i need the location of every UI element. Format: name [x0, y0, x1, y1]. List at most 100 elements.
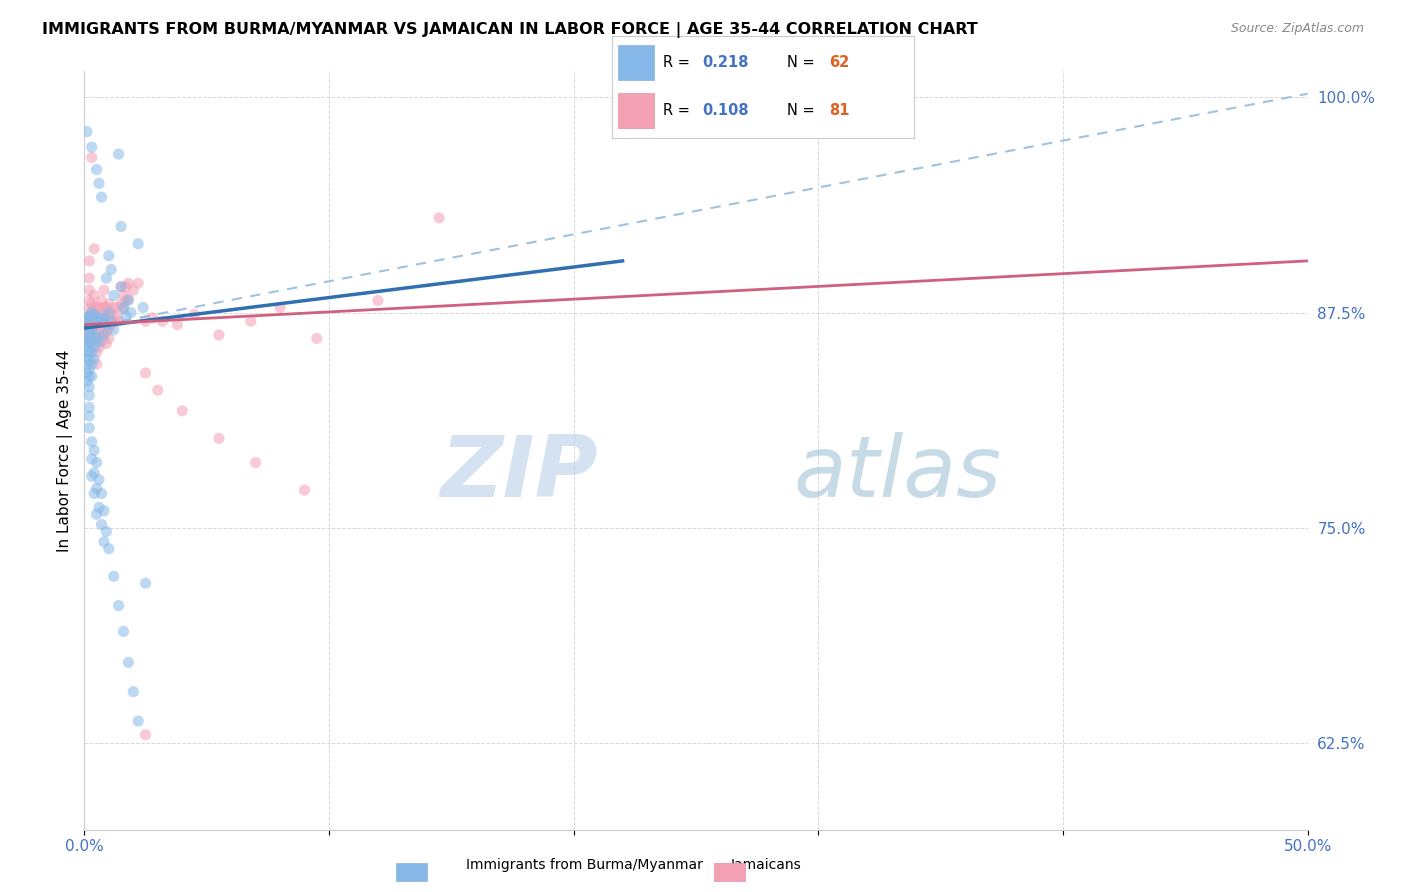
- Point: [83, 242, 105, 256]
- Point: [80, 140, 103, 154]
- Point: [80, 314, 103, 328]
- Point: [76, 310, 98, 325]
- Point: [83, 318, 105, 332]
- Point: [93, 504, 115, 518]
- Point: [97, 321, 120, 335]
- Point: [208, 431, 231, 445]
- Point: [90, 305, 112, 319]
- Point: [100, 262, 122, 277]
- Point: [107, 301, 129, 315]
- Point: [80, 469, 103, 483]
- Point: [127, 714, 149, 728]
- Point: [77, 328, 100, 343]
- Point: [76, 318, 98, 332]
- Point: [80, 357, 103, 371]
- Point: [112, 301, 135, 315]
- Point: [83, 486, 105, 500]
- Bar: [617, 93, 654, 128]
- Point: [146, 383, 169, 397]
- Point: [83, 328, 105, 343]
- Point: [172, 404, 194, 418]
- Point: [96, 310, 118, 325]
- Text: Source: ZipAtlas.com: Source: ZipAtlas.com: [1230, 22, 1364, 36]
- Point: [77, 362, 100, 376]
- Y-axis label: In Labor Force | Age 35-44: In Labor Force | Age 35-44: [58, 350, 73, 551]
- Point: [80, 369, 103, 384]
- Text: R =: R =: [664, 103, 695, 118]
- Point: [77, 319, 100, 334]
- Point: [80, 297, 103, 311]
- Point: [87, 177, 110, 191]
- Point: [305, 331, 328, 345]
- Point: [76, 345, 98, 359]
- Point: [86, 456, 108, 470]
- Point: [269, 301, 291, 315]
- Text: Jamaicans: Jamaicans: [731, 858, 801, 872]
- Point: [90, 293, 112, 308]
- Point: [77, 310, 100, 325]
- Point: [77, 302, 100, 317]
- Point: [80, 323, 103, 337]
- Point: [132, 301, 155, 315]
- Text: Immigrants from Burma/Myanmar: Immigrants from Burma/Myanmar: [467, 858, 703, 872]
- Text: 0.108: 0.108: [703, 103, 749, 118]
- Point: [80, 434, 103, 449]
- Point: [86, 357, 108, 371]
- Point: [86, 301, 108, 315]
- Point: [76, 323, 98, 337]
- Point: [142, 310, 165, 325]
- Point: [90, 334, 112, 349]
- Point: [86, 331, 108, 345]
- Point: [90, 517, 112, 532]
- Point: [103, 314, 125, 328]
- Point: [97, 331, 120, 345]
- Point: [96, 271, 118, 285]
- Point: [90, 314, 112, 328]
- Point: [239, 314, 262, 328]
- Point: [80, 323, 103, 337]
- Point: [86, 314, 108, 328]
- Point: [76, 314, 98, 328]
- Point: [115, 279, 138, 293]
- Point: [90, 318, 112, 332]
- Point: [83, 466, 105, 480]
- Text: 81: 81: [830, 103, 849, 118]
- Point: [110, 279, 132, 293]
- Point: [97, 541, 120, 556]
- Text: atlas: atlas: [794, 432, 1002, 515]
- Point: [166, 318, 188, 332]
- Point: [86, 345, 108, 359]
- Point: [80, 452, 103, 467]
- Point: [93, 283, 115, 297]
- Point: [77, 380, 100, 394]
- Point: [77, 334, 100, 349]
- Point: [427, 211, 450, 225]
- Point: [107, 599, 129, 613]
- Point: [76, 366, 98, 380]
- Point: [208, 328, 231, 343]
- Point: [93, 534, 115, 549]
- Point: [77, 343, 100, 358]
- Point: [77, 401, 100, 415]
- Point: [93, 328, 115, 343]
- Point: [183, 307, 205, 321]
- Point: [87, 301, 110, 315]
- Point: [100, 318, 122, 332]
- Point: [77, 369, 100, 384]
- Text: IMMIGRANTS FROM BURMA/MYANMAR VS JAMAICAN IN LABOR FORCE | AGE 35-44 CORRELATION: IMMIGRANTS FROM BURMA/MYANMAR VS JAMAICA…: [42, 22, 979, 38]
- Point: [77, 352, 100, 367]
- Point: [87, 310, 110, 325]
- Point: [83, 340, 105, 354]
- Point: [135, 576, 157, 591]
- Point: [122, 283, 145, 297]
- Point: [103, 323, 125, 337]
- Point: [90, 190, 112, 204]
- Point: [87, 500, 110, 515]
- Point: [77, 271, 100, 285]
- Point: [97, 305, 120, 319]
- Bar: [617, 45, 654, 79]
- Point: [87, 314, 110, 328]
- Point: [117, 277, 139, 291]
- Point: [127, 236, 149, 251]
- Point: [93, 328, 115, 343]
